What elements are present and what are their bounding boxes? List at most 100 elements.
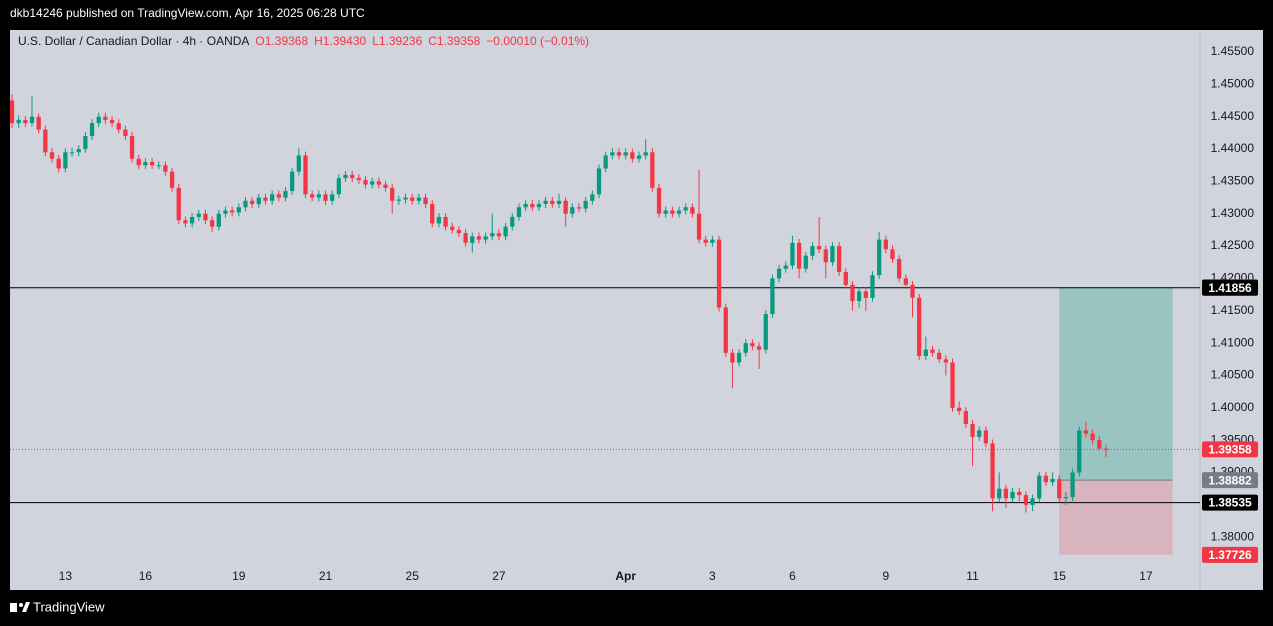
candle-body: [1003, 488, 1009, 499]
candle-body: [516, 207, 522, 217]
candle-body: [810, 246, 815, 256]
candle-body: [149, 161, 155, 166]
candle-body: [1077, 430, 1082, 473]
candle-body: [63, 152, 68, 169]
candle-body: [450, 226, 455, 230]
candle-body: [897, 259, 902, 279]
candle-body: [143, 161, 148, 166]
candle-body: [970, 423, 975, 437]
candle-body: [663, 210, 668, 214]
hline-label: 1.41856: [1208, 281, 1252, 295]
candle-body: [323, 194, 328, 201]
candle-body: [403, 197, 408, 200]
candle-body: [756, 346, 762, 350]
candle-body: [1083, 430, 1089, 434]
candle-body: [590, 194, 595, 201]
candle-body: [783, 265, 788, 269]
candle-body: [1103, 448, 1109, 450]
candle-body: [96, 116, 101, 124]
candle-body: [583, 200, 588, 209]
y-tick-label: 1.43500: [1211, 174, 1255, 188]
candle-body: [483, 236, 488, 240]
candle-body: [1017, 491, 1022, 496]
candle-body: [156, 165, 161, 167]
y-tick-label: 1.40000: [1211, 400, 1255, 414]
candle-body: [530, 204, 535, 208]
candle-body: [1037, 475, 1042, 499]
candle-body: [937, 352, 942, 360]
candle-body: [129, 136, 135, 159]
ohlc-value: L1.39236: [372, 34, 422, 48]
candle-body: [310, 194, 315, 198]
y-tick-label: 1.41000: [1211, 335, 1255, 349]
x-tick-label: 11: [966, 569, 979, 583]
candle-body: [116, 123, 121, 130]
chart-panel: [10, 30, 1263, 590]
candle-body: [36, 116, 41, 130]
candle-body: [863, 291, 868, 298]
candle-body: [1063, 497, 1069, 499]
candle-body: [1090, 433, 1095, 441]
candle-body: [243, 200, 248, 208]
candle-body: [56, 158, 61, 169]
candle-body: [256, 197, 261, 205]
candle-body: [370, 181, 375, 185]
candle-body: [436, 216, 442, 224]
change: −0.00010 (−0.01%): [486, 34, 589, 48]
candle-body: [250, 200, 255, 205]
candle-body: [23, 119, 28, 124]
candle-body: [443, 216, 448, 227]
candle-body: [990, 443, 995, 499]
candle-body: [376, 181, 382, 185]
candle-body: [983, 430, 989, 444]
position-profit-zone: [1059, 287, 1173, 481]
logo-part: [22, 602, 30, 612]
candle-body: [123, 129, 128, 137]
ohlc-value: H1.39430: [314, 34, 366, 48]
candle-body: [196, 213, 201, 217]
candle-body: [730, 352, 735, 363]
candle-body: [670, 210, 675, 214]
candle-body: [1057, 478, 1062, 499]
candle-body: [1030, 498, 1035, 505]
legend: U.S. Dollar / Canadian Dollar · 4h · OAN…: [18, 34, 589, 48]
x-tick-label: 19: [232, 569, 246, 583]
candle-body: [189, 216, 195, 224]
candle-body: [136, 158, 141, 166]
candle-body: [330, 194, 335, 201]
candle-body: [1023, 495, 1029, 505]
y-tick-label: 1.44500: [1211, 109, 1255, 123]
candle-body: [270, 194, 275, 201]
entry-label-box: [1202, 472, 1258, 489]
position-loss-zone: [1059, 480, 1173, 555]
candle-body: [656, 187, 662, 214]
candle-body: [16, 119, 21, 124]
candle-body: [910, 284, 915, 298]
candle-body: [49, 152, 55, 159]
candle-body: [416, 197, 422, 201]
candle-body: [290, 171, 295, 192]
candle-body: [576, 207, 582, 209]
candle-body: [410, 197, 415, 201]
candle-body: [563, 200, 568, 214]
candle-body: [1010, 491, 1015, 499]
y-tick-label: 1.40500: [1211, 368, 1255, 382]
candle-body: [843, 271, 848, 285]
candle-body: [543, 200, 548, 205]
candle-body: [977, 430, 982, 437]
candle-body: [770, 278, 775, 314]
x-tick-label: 3: [709, 569, 716, 583]
brand-name: TradingView: [33, 599, 105, 614]
candle-body: [696, 213, 702, 240]
candle-body: [890, 249, 895, 260]
candle-body: [1097, 440, 1102, 449]
candle-body: [276, 194, 281, 198]
candle-body: [570, 207, 575, 214]
y-tick-label: 1.44000: [1211, 141, 1255, 155]
candle-body: [503, 226, 508, 237]
candle-body: [703, 239, 708, 243]
candle-body: [9, 100, 15, 124]
candle-body: [336, 178, 341, 195]
x-tick-label: 15: [1053, 569, 1067, 583]
candle-body: [209, 220, 215, 227]
